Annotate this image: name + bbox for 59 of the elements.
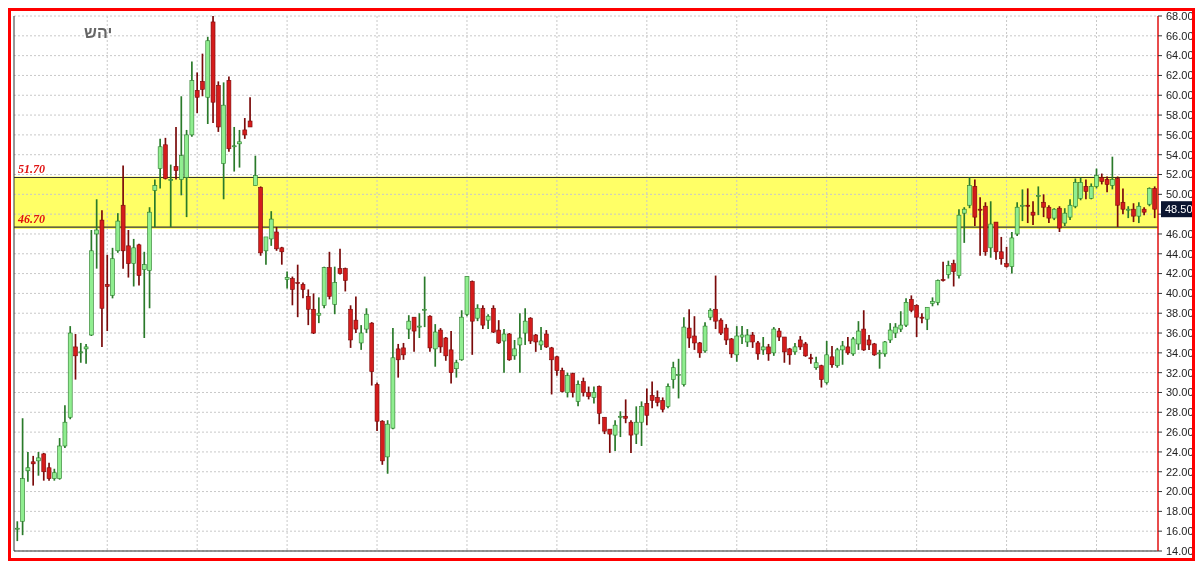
candlestick xyxy=(422,275,427,328)
candlestick xyxy=(565,371,570,399)
candlestick xyxy=(612,419,618,452)
ref-line-label: 51.70 xyxy=(18,162,45,177)
candlestick xyxy=(364,307,369,334)
candlestick xyxy=(152,178,158,228)
candlestick xyxy=(1147,186,1152,208)
candlestick xyxy=(480,304,486,330)
candlestick xyxy=(951,258,956,288)
text: יהש xyxy=(84,24,113,41)
candlestick xyxy=(253,154,258,187)
candlestick xyxy=(1136,201,1142,224)
candlestick xyxy=(284,270,290,290)
candlestick xyxy=(73,333,78,381)
candlestick xyxy=(570,371,576,399)
candlestick xyxy=(1131,202,1136,223)
candlestick xyxy=(618,410,623,438)
candlestick xyxy=(771,326,777,357)
candlestick xyxy=(358,324,364,351)
candlestick xyxy=(988,200,993,259)
candlestick xyxy=(417,312,422,339)
candlestick xyxy=(967,176,972,210)
candlestick xyxy=(231,126,237,173)
candlestick xyxy=(512,339,517,361)
candlestick xyxy=(36,451,41,477)
candlestick xyxy=(1020,188,1025,222)
candlestick xyxy=(173,126,179,181)
candlestick xyxy=(131,238,136,288)
candlestick xyxy=(1083,178,1089,201)
candlestick xyxy=(30,455,36,487)
candlestick xyxy=(83,343,89,365)
candlestick xyxy=(411,316,417,353)
candlestick xyxy=(829,345,835,369)
candlestick xyxy=(432,323,438,368)
candlestick xyxy=(157,138,163,190)
candlestick xyxy=(194,71,200,114)
candlestick xyxy=(316,296,322,324)
candlestick xyxy=(1004,245,1009,269)
candlestick xyxy=(237,129,242,169)
candlestick xyxy=(168,163,174,228)
candlestick xyxy=(808,352,814,365)
candlestick xyxy=(1036,185,1041,216)
annotation: 48.50 xyxy=(1165,203,1193,216)
candlestick xyxy=(940,260,946,283)
candlestick xyxy=(200,52,205,98)
candlestick xyxy=(1057,205,1062,233)
candlestick xyxy=(1110,155,1115,191)
candlestick xyxy=(575,379,581,408)
ref-line-label: 46.70 xyxy=(17,212,45,227)
candlestick xyxy=(517,312,523,374)
candlestick xyxy=(332,265,337,316)
candlestick xyxy=(15,520,20,542)
candlestick xyxy=(406,314,412,340)
candlestick xyxy=(25,451,31,483)
candlestick xyxy=(94,198,99,270)
candlestick xyxy=(538,326,544,351)
candlestick xyxy=(924,306,930,331)
candlestick xyxy=(501,328,507,374)
candlestick xyxy=(1125,205,1131,219)
